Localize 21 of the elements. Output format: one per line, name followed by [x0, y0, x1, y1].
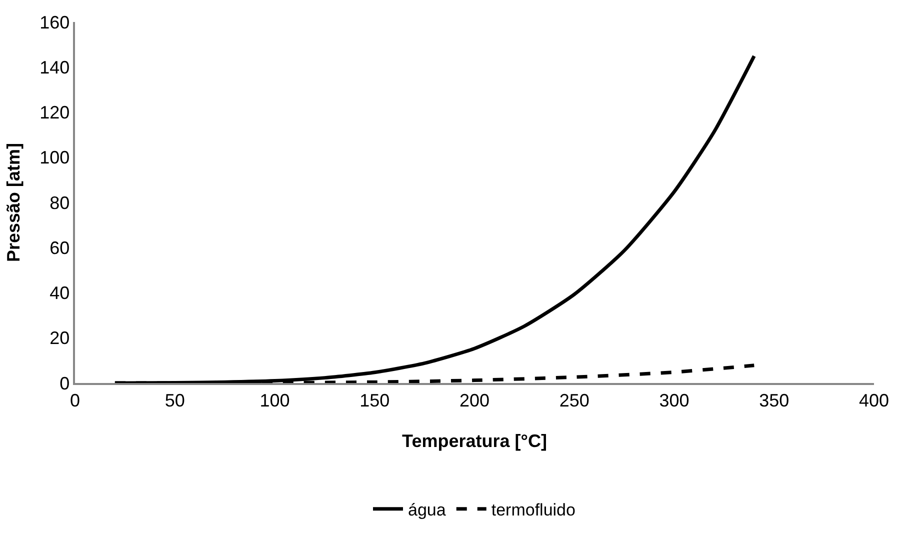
y-tick-label: 100	[40, 148, 70, 168]
y-tick-label: 0	[60, 373, 70, 394]
x-tick-label: 150	[360, 390, 390, 410]
x-tick-label: 50	[164, 390, 185, 410]
y-tick-label: 40	[50, 283, 70, 304]
y-tick-label: 120	[40, 102, 70, 123]
y-tick-label: 60	[50, 238, 70, 258]
y-tick-label: 80	[50, 192, 70, 213]
x-tick-label: 200	[459, 390, 490, 410]
legend-label: termofluido	[491, 500, 576, 520]
x-tick-label: 100	[260, 390, 290, 410]
x-tick-label: 300	[659, 390, 690, 410]
y-tick-label: 140	[40, 57, 70, 78]
legend-label: água	[408, 500, 446, 520]
x-tick-label: 250	[559, 390, 590, 410]
x-axis-title: Temperatura [°C]	[402, 430, 547, 451]
y-tick-label: 160	[40, 12, 70, 32]
x-tick-label: 400	[858, 390, 890, 410]
y-axis-title: Pressão [atm]	[3, 142, 24, 262]
y-tick-label: 20	[50, 328, 70, 348]
x-tick-label: 350	[759, 390, 790, 410]
